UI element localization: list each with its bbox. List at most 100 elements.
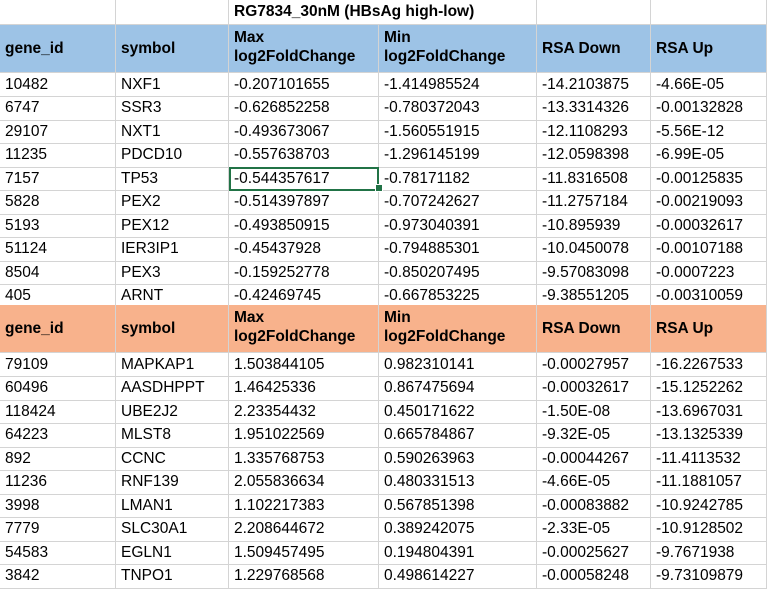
cell-gene-id[interactable]: 7779 [0, 517, 116, 542]
cell-rsa-up[interactable]: -13.6967031 [651, 400, 767, 424]
cell-symbol[interactable]: SSR3 [116, 96, 229, 121]
cell-symbol[interactable]: SLC30A1 [116, 517, 229, 542]
cell-min-log2foldchange[interactable]: 0.567851398 [379, 494, 537, 518]
cell-rsa-up[interactable]: -10.9242785 [651, 494, 767, 518]
cell-gene-id[interactable]: 11235 [0, 143, 116, 168]
cell-gene-id[interactable]: 64223 [0, 423, 116, 448]
cell-max-log2foldchange[interactable]: 2.208644672 [229, 517, 379, 542]
cell-max-log2foldchange[interactable]: -0.207101655 [229, 73, 379, 97]
cell-gene-id[interactable]: 5828 [0, 190, 116, 215]
cell-rsa-up[interactable]: -5.56E-12 [651, 120, 767, 144]
header-rsa-up[interactable]: RSA Up [651, 25, 767, 73]
cell-gene-id[interactable]: 10482 [0, 73, 116, 97]
cell-rsa-down[interactable]: -0.00027957 [537, 353, 651, 377]
cell-gene-id[interactable]: 11236 [0, 470, 116, 495]
cell-rsa-up[interactable]: -11.4113532 [651, 447, 767, 471]
cell-min-log2foldchange[interactable]: -0.850207495 [379, 261, 537, 285]
cell-rsa-down[interactable]: -0.00083882 [537, 494, 651, 518]
cell-min-log2foldchange[interactable]: -0.780372043 [379, 96, 537, 121]
cell-symbol[interactable]: PDCD10 [116, 143, 229, 168]
cell-gene-id[interactable]: 79109 [0, 353, 116, 377]
cell-min-log2foldchange[interactable]: 0.867475694 [379, 376, 537, 401]
cell-rsa-down[interactable]: -12.1108293 [537, 120, 651, 144]
cell-rsa-down[interactable]: -11.8316508 [537, 167, 651, 191]
cell-symbol[interactable]: AASDHPPT [116, 376, 229, 401]
empty-cell[interactable] [116, 0, 229, 25]
cell-rsa-down[interactable]: -13.3314326 [537, 96, 651, 121]
cell-min-log2foldchange[interactable]: -1.296145199 [379, 143, 537, 168]
cell-max-log2foldchange[interactable]: -0.544357617 [229, 167, 379, 191]
cell-rsa-up[interactable]: -0.00219093 [651, 190, 767, 215]
cell-symbol[interactable]: UBE2J2 [116, 400, 229, 424]
cell-rsa-down[interactable]: -9.57083098 [537, 261, 651, 285]
cell-symbol[interactable]: CCNC [116, 447, 229, 471]
cell-symbol[interactable]: PEX12 [116, 214, 229, 238]
selection-fill-handle[interactable] [375, 184, 383, 192]
cell-min-log2foldchange[interactable]: 0.389242075 [379, 517, 537, 542]
cell-rsa-up[interactable]: -0.0007223 [651, 261, 767, 285]
cell-min-log2foldchange[interactable]: -0.794885301 [379, 237, 537, 262]
cell-rsa-down[interactable]: -14.2103875 [537, 73, 651, 97]
cell-max-log2foldchange[interactable]: -0.626852258 [229, 96, 379, 121]
cell-gene-id[interactable]: 7157 [0, 167, 116, 191]
cell-symbol[interactable]: NXF1 [116, 73, 229, 97]
cell-symbol[interactable]: EGLN1 [116, 541, 229, 565]
cell-max-log2foldchange[interactable]: 1.46425336 [229, 376, 379, 401]
cell-max-log2foldchange[interactable]: -0.557638703 [229, 143, 379, 168]
cell-rsa-up[interactable]: -4.66E-05 [651, 73, 767, 97]
cell-gene-id[interactable]: 54583 [0, 541, 116, 565]
cell-gene-id[interactable]: 3998 [0, 494, 116, 518]
cell-max-log2foldchange[interactable]: -0.493673067 [229, 120, 379, 144]
header-symbol[interactable]: symbol [116, 305, 229, 353]
cell-rsa-up[interactable]: -13.1325339 [651, 423, 767, 448]
cell-rsa-down[interactable]: -1.50E-08 [537, 400, 651, 424]
cell-min-log2foldchange[interactable]: -0.78171182 [379, 167, 537, 191]
cell-min-log2foldchange[interactable]: 0.194804391 [379, 541, 537, 565]
cell-max-log2foldchange[interactable]: -0.45437928 [229, 237, 379, 262]
cell-min-log2foldchange[interactable]: 0.982310141 [379, 353, 537, 377]
cell-rsa-up[interactable]: -6.99E-05 [651, 143, 767, 168]
cell-max-log2foldchange[interactable]: -0.493850915 [229, 214, 379, 238]
cell-gene-id[interactable]: 5193 [0, 214, 116, 238]
cell-gene-id[interactable]: 8504 [0, 261, 116, 285]
cell-symbol[interactable]: PEX2 [116, 190, 229, 215]
cell-max-log2foldchange[interactable]: 1.335768753 [229, 447, 379, 471]
cell-min-log2foldchange[interactable]: 0.480331513 [379, 470, 537, 495]
header-rsa-up[interactable]: RSA Up [651, 305, 767, 353]
cell-min-log2foldchange[interactable]: 0.450171622 [379, 400, 537, 424]
header-symbol[interactable]: symbol [116, 25, 229, 73]
cell-rsa-down[interactable]: -2.33E-05 [537, 517, 651, 542]
cell-rsa-up[interactable]: -0.00032617 [651, 214, 767, 238]
cell-min-log2foldchange[interactable]: -0.707242627 [379, 190, 537, 215]
cell-gene-id[interactable]: 6747 [0, 96, 116, 121]
cell-symbol[interactable]: TP53 [116, 167, 229, 191]
cell-symbol[interactable]: MLST8 [116, 423, 229, 448]
cell-max-log2foldchange[interactable]: 2.23354432 [229, 400, 379, 424]
cell-symbol[interactable]: LMAN1 [116, 494, 229, 518]
header-gene-id[interactable]: gene_id [0, 25, 116, 73]
cell-symbol[interactable]: NXT1 [116, 120, 229, 144]
cell-rsa-down[interactable]: -0.00025627 [537, 541, 651, 565]
cell-gene-id[interactable]: 29107 [0, 120, 116, 144]
cell-max-log2foldchange[interactable]: 1.102217383 [229, 494, 379, 518]
cell-min-log2foldchange[interactable]: -1.414985524 [379, 73, 537, 97]
cell-gene-id[interactable]: 118424 [0, 400, 116, 424]
cell-rsa-down[interactable]: -9.32E-05 [537, 423, 651, 448]
empty-cell[interactable] [537, 0, 651, 25]
cell-min-log2foldchange[interactable]: -1.560551915 [379, 120, 537, 144]
cell-rsa-down[interactable]: -10.895939 [537, 214, 651, 238]
header-max-log2foldchange[interactable]: Max log2FoldChange [229, 25, 379, 73]
empty-cell[interactable] [0, 0, 116, 25]
empty-cell[interactable] [651, 0, 767, 25]
cell-min-log2foldchange[interactable]: 0.665784867 [379, 423, 537, 448]
cell-max-log2foldchange[interactable]: -0.514397897 [229, 190, 379, 215]
cell-rsa-down[interactable]: -0.00032617 [537, 376, 651, 401]
header-gene-id[interactable]: gene_id [0, 305, 116, 353]
cell-rsa-down[interactable]: -11.2757184 [537, 190, 651, 215]
cell-max-log2foldchange[interactable]: 1.951022569 [229, 423, 379, 448]
header-rsa-down[interactable]: RSA Down [537, 25, 651, 73]
cell-rsa-up[interactable]: -16.2267533 [651, 353, 767, 377]
cell-max-log2foldchange[interactable]: 2.055836634 [229, 470, 379, 495]
cell-rsa-down[interactable]: -0.00044267 [537, 447, 651, 471]
cell-rsa-down[interactable]: -4.66E-05 [537, 470, 651, 495]
